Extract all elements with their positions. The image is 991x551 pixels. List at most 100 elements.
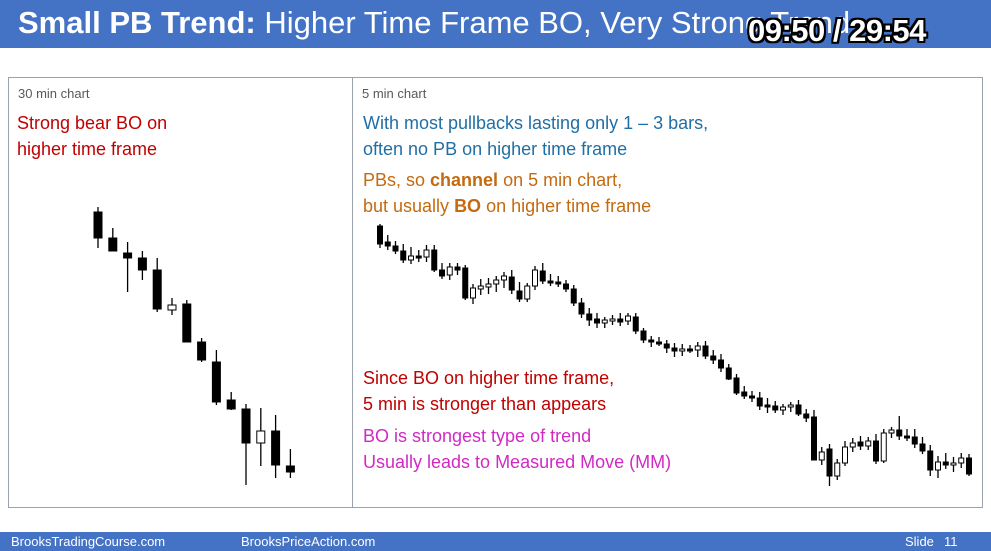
chart5-bear-body xyxy=(942,461,949,466)
chart5-bull-body xyxy=(834,462,841,477)
chart5-candle xyxy=(392,241,399,254)
chart30-bear-body xyxy=(108,237,118,252)
chart30-bear-body xyxy=(211,361,221,403)
left-note-line-2: higher time frame xyxy=(17,139,158,159)
chart5-bear-body xyxy=(648,339,655,343)
chart5-candle xyxy=(493,276,500,292)
slide-title: Small PB Trend: Higher Time Frame BO, Ve… xyxy=(18,4,850,42)
chart5-bear-body xyxy=(555,281,562,285)
chart5-candle xyxy=(640,328,647,343)
footer-slide-label: Slide xyxy=(905,534,934,549)
chart30-bear-body xyxy=(285,465,295,473)
chart-panel-30min: 30 min chart xyxy=(8,77,354,508)
chart5-candle xyxy=(795,400,802,416)
chart5-candle xyxy=(741,386,748,399)
chart5-bull-body xyxy=(818,451,825,461)
chart5-bear-body xyxy=(454,266,461,271)
chart5-bear-body xyxy=(516,290,523,300)
chart30-candle xyxy=(271,415,281,478)
red-note-line-1: Since BO on higher time frame, xyxy=(363,368,615,388)
blue-note-line-2: often no PB on higher time frame xyxy=(363,139,628,159)
footer-slide-number: 11 xyxy=(944,534,958,549)
chart5-candle xyxy=(679,344,686,356)
chart30-candle xyxy=(93,207,103,248)
chart5-bull-body xyxy=(501,275,507,281)
chart5-bear-body xyxy=(911,436,918,445)
chart5-bear-body xyxy=(431,249,438,271)
chart5-candle xyxy=(803,409,810,422)
chart5-candle xyxy=(865,437,872,450)
chart30-candle xyxy=(256,408,266,466)
chart5-candle xyxy=(935,456,941,478)
magenta-note-line-1: BO is strongest type of trend xyxy=(363,426,592,446)
chart5-bear-body xyxy=(384,241,391,247)
chart5-candle xyxy=(842,441,848,466)
chart5-candle xyxy=(927,445,934,476)
chart5-bull-body xyxy=(532,269,538,287)
chart5-bull-body xyxy=(609,318,616,322)
chart5-bear-body xyxy=(539,270,546,282)
chart5-candle xyxy=(532,266,538,290)
chart5-bear-body xyxy=(563,283,569,290)
chart5-candle xyxy=(501,272,507,288)
chart5-bear-body xyxy=(919,443,926,452)
chart30-bear-body xyxy=(241,408,251,444)
chart5-candle xyxy=(594,313,600,328)
chart5-bull-body xyxy=(446,266,453,276)
chart5-candle xyxy=(710,350,717,364)
chart5-candle xyxy=(787,402,794,412)
chart30-candle xyxy=(108,228,118,252)
chart30-bear-body xyxy=(182,303,192,343)
chart5-candle xyxy=(539,263,546,284)
chart5-bull-body xyxy=(477,285,484,290)
orange-note-line-1: PBs, so channel on 5 min chart, xyxy=(363,167,622,193)
chart5-candle xyxy=(896,416,903,440)
magenta-note-line-2: Usually leads to Measured Move (MM) xyxy=(363,452,672,472)
chart5-candle xyxy=(648,336,655,347)
chart5-bear-body xyxy=(795,404,802,415)
chart5-candle xyxy=(818,447,825,465)
chart5-candle xyxy=(904,429,910,441)
chart5-candle xyxy=(687,345,693,353)
chart5-candle xyxy=(663,340,670,353)
chart5-candle xyxy=(826,444,833,486)
chart5-candle xyxy=(570,285,577,306)
chart5-bear-body xyxy=(617,318,624,323)
chart5-candle xyxy=(446,263,453,280)
chart5-bull-body xyxy=(787,404,794,408)
chart5-candle xyxy=(632,313,639,334)
chart30-candle xyxy=(152,258,162,312)
slide-title-rest: Higher Time Frame BO, Very Strong Trend xyxy=(255,5,851,40)
chart5-bear-body xyxy=(570,288,577,304)
chart5-bear-body xyxy=(756,397,763,407)
chart5-bull-body xyxy=(935,461,941,471)
chart5-candle xyxy=(873,434,879,464)
chart5-bear-body xyxy=(578,302,585,315)
chart5-bear-body xyxy=(594,318,600,324)
chart5-bull-body xyxy=(694,345,701,351)
chart5-bear-body xyxy=(749,395,755,399)
chart5-candle xyxy=(617,313,624,326)
chart5-candle xyxy=(702,341,709,359)
panel-label-5min: 5 min chart xyxy=(362,86,427,101)
chart5-bear-body xyxy=(966,457,972,475)
orange-note-line-2: but usually BO on higher time frame xyxy=(363,193,651,219)
slide-footer: BrooksTradingCourse.com BrooksPriceActio… xyxy=(0,532,991,551)
chart5-candle xyxy=(919,437,926,454)
chart5-candle xyxy=(888,427,895,438)
chart5-candle xyxy=(811,410,817,461)
chart5-candle xyxy=(516,282,523,302)
chart5-candle xyxy=(547,274,554,286)
chart5-bull-body xyxy=(485,283,492,288)
chart5-bear-body xyxy=(547,280,554,284)
left-note-line-1: Strong bear BO on xyxy=(17,113,168,133)
chart5-bear-body xyxy=(377,225,383,245)
chart30-bear-body xyxy=(152,269,162,310)
chart5-candle xyxy=(423,245,430,262)
chart5-candle xyxy=(656,337,662,346)
chart5-bear-body xyxy=(508,276,515,291)
chart5-bear-body xyxy=(656,341,662,345)
chart5-bull-body xyxy=(880,432,887,462)
